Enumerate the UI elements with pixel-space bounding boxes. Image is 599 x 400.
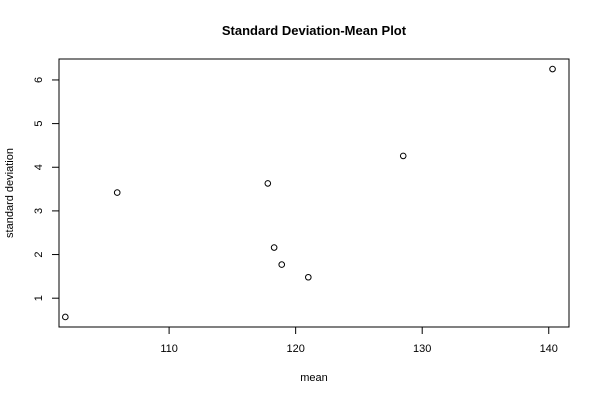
- y-tick-label: 3: [33, 208, 45, 214]
- x-axis: 110 120 130 140: [160, 327, 558, 355]
- data-point: [305, 273, 312, 281]
- data-point: [113, 189, 121, 196]
- y-tick-label: 1: [33, 295, 45, 301]
- y-tick-label: 2: [33, 251, 45, 257]
- y-axis: 1 2 3 4 5 6: [33, 77, 59, 301]
- data-point: [549, 65, 556, 73]
- data-point: [62, 313, 69, 321]
- x-tick-label: 120: [286, 343, 304, 355]
- x-tick-label: 110: [160, 343, 178, 355]
- y-tick-label: 6: [33, 77, 45, 83]
- x-axis-label: mean: [300, 372, 328, 384]
- data-points: [62, 65, 556, 321]
- chart-title: Standard Deviation-Mean Plot: [222, 23, 407, 38]
- data-point: [270, 244, 278, 251]
- y-tick-label: 4: [33, 164, 45, 170]
- plot-frame: [58, 58, 570, 328]
- data-point: [264, 180, 272, 187]
- x-tick-label: 140: [540, 343, 558, 355]
- y-tick-label: 5: [33, 121, 45, 127]
- x-tick-label: 130: [413, 343, 431, 355]
- data-point: [399, 152, 407, 160]
- data-point: [278, 261, 286, 268]
- y-axis-label: standard deviation: [4, 148, 16, 238]
